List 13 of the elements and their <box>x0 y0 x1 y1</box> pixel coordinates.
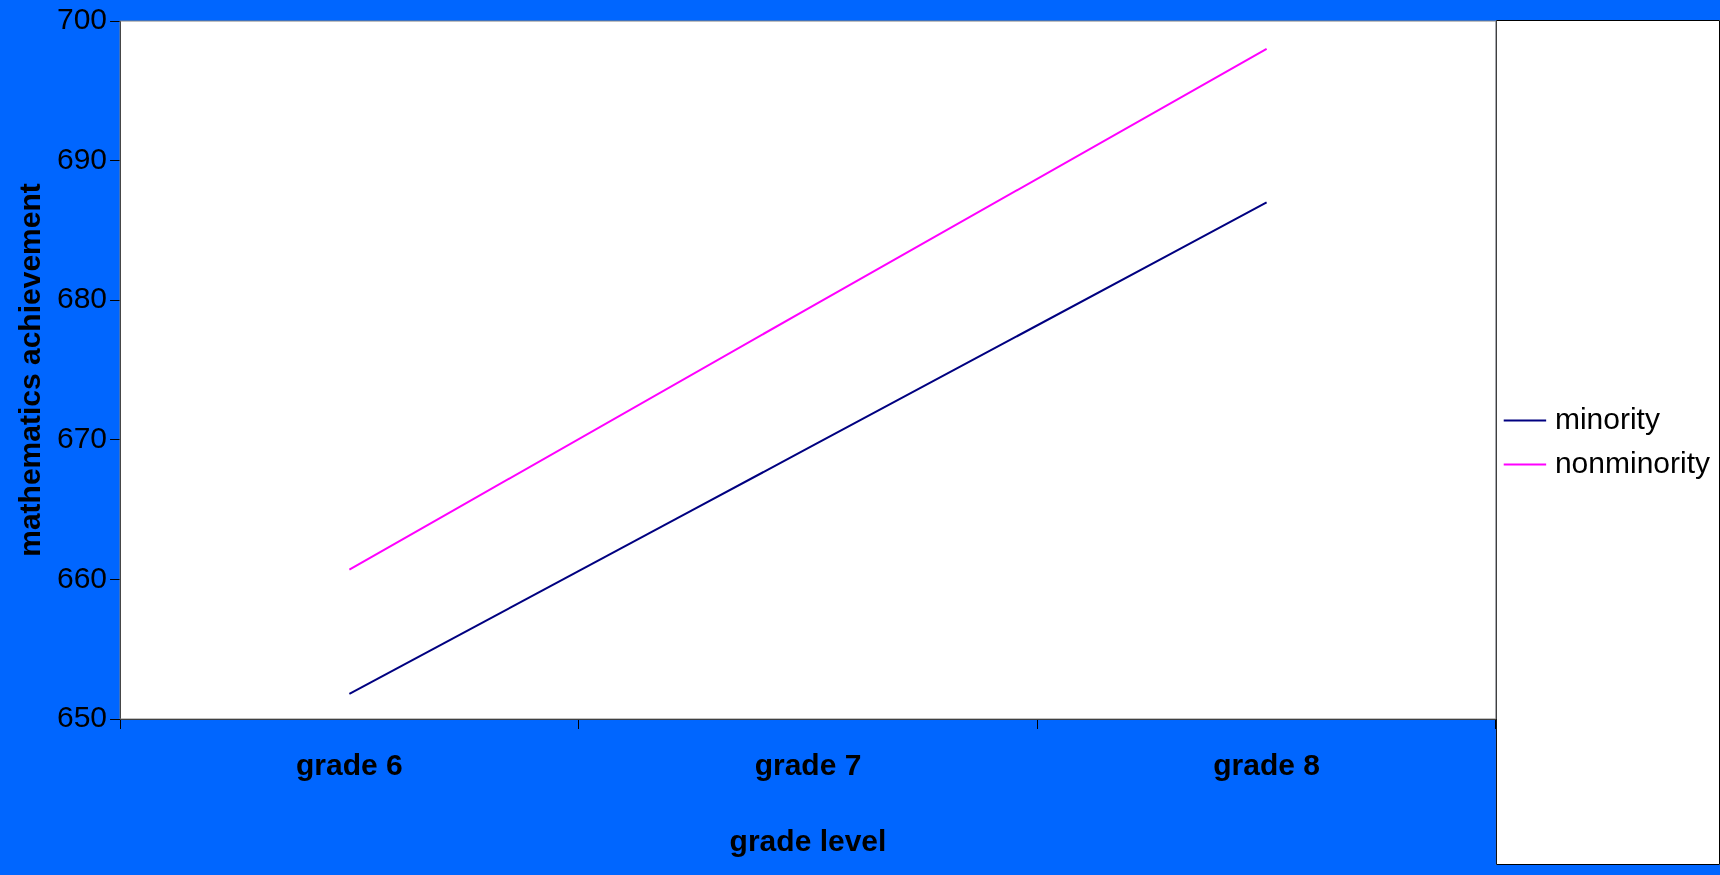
x-axis-title: grade level <box>729 824 887 858</box>
y-tick-label: 690 <box>56 141 108 175</box>
y-tick-label: 660 <box>56 560 108 594</box>
y-tick-label: 670 <box>56 421 108 455</box>
y-tick-label: 650 <box>56 700 108 734</box>
legend-label: nonminority <box>1554 445 1711 479</box>
y-tick-label: 700 <box>56 2 108 36</box>
x-tick-label: grade 7 <box>754 748 862 782</box>
x-tick-label: grade 6 <box>296 748 403 782</box>
x-tick-label: grade 8 <box>1213 748 1320 782</box>
legend-label: minority <box>1554 401 1660 435</box>
y-axis-title: mathematics achievement <box>13 183 47 557</box>
y-tick-label: 680 <box>56 281 108 315</box>
